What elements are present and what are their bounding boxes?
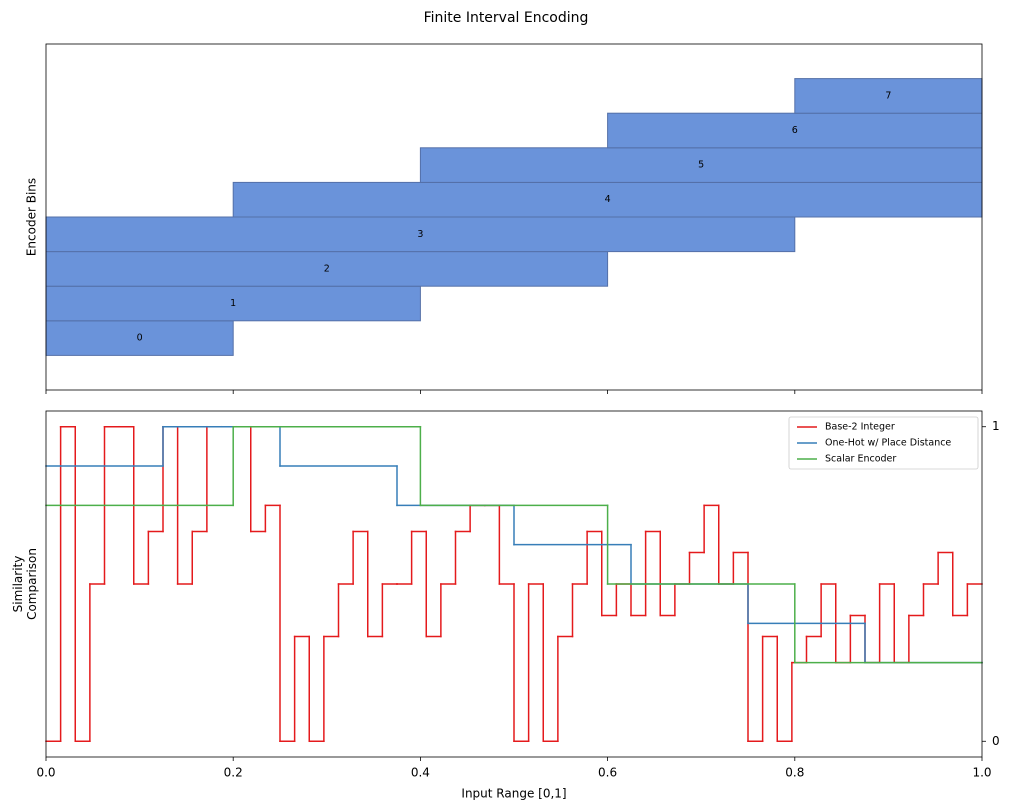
legend-label: Base-2 Integer xyxy=(825,422,895,433)
interval-bar xyxy=(45,285,421,322)
legend-label: Scalar Encoder xyxy=(825,454,896,465)
axes-frame xyxy=(45,410,983,758)
bin-label: 5 xyxy=(698,160,704,171)
bin-label: 4 xyxy=(605,194,611,205)
y-axis-label: SimilarityComparison xyxy=(11,548,39,620)
y-tick-label: 0 xyxy=(992,734,1000,748)
bin-label: 7 xyxy=(885,90,891,101)
x-tick-label: 0.6 xyxy=(598,766,617,780)
x-tick-label: 0.2 xyxy=(224,766,243,780)
bin-label: 1 xyxy=(230,298,236,309)
y-axis-label: Encoder Bins xyxy=(25,178,39,256)
axes-frame xyxy=(45,43,983,391)
interval-bar xyxy=(45,320,234,356)
x-tick-label: 1.0 xyxy=(972,766,991,780)
bin-label: 2 xyxy=(324,263,330,274)
legend-label: One-Hot w/ Place Distance xyxy=(825,438,951,449)
interval-bar xyxy=(607,112,983,149)
step-line xyxy=(45,425,983,664)
interval-bar xyxy=(232,181,983,218)
interval-bar xyxy=(794,78,983,114)
interval-bar xyxy=(45,216,796,253)
bin-label: 0 xyxy=(137,333,143,344)
chart-title: Finite Interval Encoding xyxy=(424,10,589,26)
y-axis-label-line: Comparison xyxy=(25,548,39,620)
bin-label: 3 xyxy=(417,229,423,240)
x-tick-label: 0.8 xyxy=(785,766,804,780)
y-tick-label: 1 xyxy=(992,419,1000,433)
bin-label: 6 xyxy=(792,125,798,136)
y-axis-label-line: Similarity xyxy=(11,556,25,613)
step-line xyxy=(45,425,983,743)
interval-bar xyxy=(419,147,983,183)
x-tick-label: 0.0 xyxy=(36,766,55,780)
legend-box xyxy=(788,416,979,470)
x-axis-label: Input Range [0,1] xyxy=(461,787,566,801)
x-tick-label: 0.4 xyxy=(411,766,430,780)
